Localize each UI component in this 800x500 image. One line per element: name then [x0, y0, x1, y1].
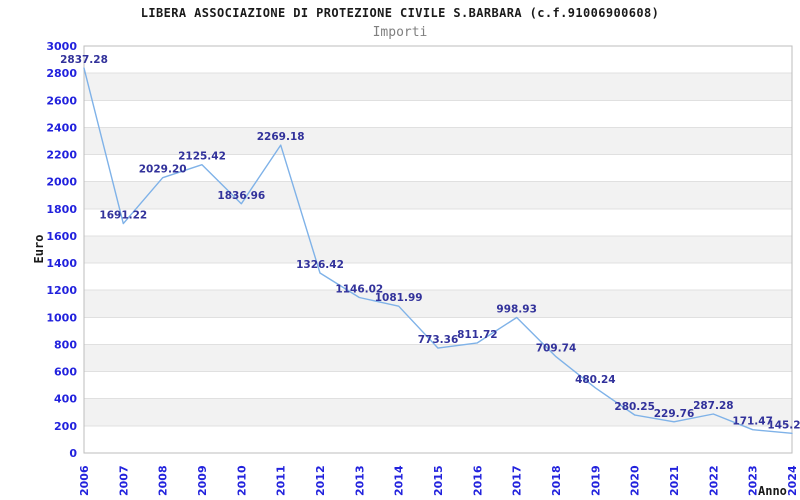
- point-label: 229.76: [654, 408, 695, 420]
- x-axis-title: Anno: [758, 484, 787, 498]
- point-label: 773.36: [418, 334, 459, 346]
- x-axis-tick-label: 2006: [78, 465, 91, 496]
- point-label: 287.28: [693, 400, 734, 412]
- y-axis-tick-label: 2000: [46, 176, 77, 189]
- x-axis-tick-label: 2011: [275, 465, 288, 496]
- y-axis-title: Euro: [32, 235, 46, 264]
- x-axis-tick-label: 2023: [747, 465, 760, 496]
- y-axis-tick-label: 1400: [46, 257, 77, 270]
- x-axis-tick-label: 2018: [550, 465, 563, 496]
- y-axis-tick-label: 1000: [46, 311, 77, 324]
- point-label: 145.2: [767, 419, 800, 431]
- x-axis-tick-label: 2022: [707, 465, 720, 496]
- background-band: [84, 181, 792, 209]
- point-label: 2837.28: [60, 54, 108, 66]
- point-label: 1836.96: [217, 190, 265, 202]
- y-axis-tick-label: 1600: [46, 230, 77, 243]
- point-label: 1081.99: [375, 292, 423, 304]
- importi-line-series: [83, 67, 793, 434]
- y-axis-tick-label: 2600: [46, 94, 77, 107]
- point-label: 2125.42: [178, 151, 226, 163]
- chart-title: LIBERA ASSOCIAZIONE DI PROTEZIONE CIVILE…: [140, 6, 660, 20]
- y-axis-tick-label: 3000: [46, 40, 77, 53]
- x-axis-tick-label: 2019: [589, 465, 602, 496]
- x-axis-tick-label: 2021: [668, 465, 681, 496]
- y-axis-tick-label: 200: [54, 420, 77, 433]
- y-axis-tick-label: 2800: [46, 67, 77, 80]
- x-axis-tick-label: 2016: [471, 465, 484, 496]
- point-label: 171.47: [732, 416, 773, 428]
- y-axis-tick-label: 400: [54, 393, 77, 406]
- background-band: [84, 73, 792, 101]
- y-axis-tick-label: 800: [54, 338, 77, 351]
- y-axis-tick-label: 0: [69, 447, 77, 460]
- y-axis-tick-label: 2400: [46, 121, 77, 134]
- plot-frame: [83, 45, 793, 454]
- point-label: 2029.20: [139, 164, 187, 176]
- y-axis-tick-label: 1200: [46, 284, 77, 297]
- y-axis-tick-label: 600: [54, 366, 77, 379]
- x-axis-tick-label: 2014: [393, 465, 406, 496]
- chart-subtitle: Importi: [372, 25, 428, 40]
- x-axis-tick-label: 2007: [117, 465, 130, 496]
- x-axis-tick-label: 2012: [314, 465, 327, 496]
- point-label: 1326.42: [296, 259, 344, 271]
- background-band: [84, 344, 792, 372]
- x-axis-tick-label: 2020: [629, 465, 642, 496]
- point-label: 1146.02: [335, 284, 383, 296]
- point-label: 709.74: [536, 343, 577, 355]
- x-axis-tick-label: 2009: [196, 465, 209, 496]
- x-axis-tick-label: 2024: [786, 465, 799, 496]
- point-label: 280.25: [614, 401, 655, 413]
- background-band: [84, 127, 792, 155]
- x-axis-tick-label: 2013: [353, 465, 366, 496]
- x-axis-tick-label: 2015: [432, 465, 445, 496]
- point-label: 811.72: [457, 329, 498, 341]
- background-band: [84, 235, 792, 264]
- background-band: [84, 290, 792, 318]
- point-label: 480.24: [575, 374, 616, 386]
- point-label: 1691.22: [99, 210, 147, 222]
- point-label: 2269.18: [257, 131, 305, 143]
- y-axis-tick-label: 2200: [46, 149, 77, 162]
- x-axis-tick-label: 2008: [157, 465, 170, 496]
- x-axis-tick-label: 2017: [511, 465, 524, 496]
- x-axis-tick-label: 2010: [235, 465, 248, 496]
- point-label: 998.93: [496, 303, 537, 315]
- y-axis-tick-label: 1800: [46, 203, 77, 216]
